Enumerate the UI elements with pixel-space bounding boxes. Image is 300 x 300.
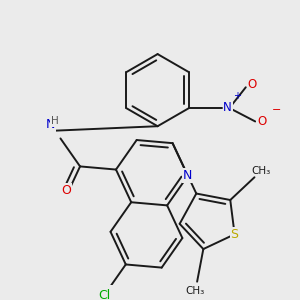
Text: O: O [61,184,71,197]
Text: N: N [183,169,193,182]
Text: O: O [248,78,257,91]
Text: −: − [272,105,282,115]
Text: +: + [233,91,241,101]
Text: S: S [231,228,239,241]
Text: N: N [223,101,232,114]
Text: H: H [51,116,58,126]
Text: CH₃: CH₃ [252,166,271,176]
Text: N: N [46,118,56,131]
Text: Cl: Cl [98,289,110,300]
Text: CH₃: CH₃ [186,286,205,296]
Text: O: O [257,115,266,128]
